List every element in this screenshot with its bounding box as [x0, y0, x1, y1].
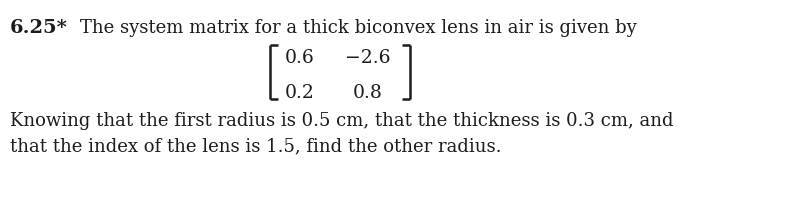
Text: 0.2: 0.2	[285, 84, 315, 102]
Text: −2.6: −2.6	[345, 49, 390, 67]
Text: The system matrix for a thick biconvex lens in air is given by: The system matrix for a thick biconvex l…	[80, 19, 637, 37]
Text: that the index of the lens is 1.5, find the other radius.: that the index of the lens is 1.5, find …	[10, 137, 502, 155]
Text: 0.6: 0.6	[285, 49, 315, 67]
Text: Knowing that the first radius is 0.5 cm, that the thickness is 0.3 cm, and: Knowing that the first radius is 0.5 cm,…	[10, 112, 674, 130]
Text: 6.25*: 6.25*	[10, 19, 68, 37]
Text: 0.8: 0.8	[353, 84, 383, 102]
